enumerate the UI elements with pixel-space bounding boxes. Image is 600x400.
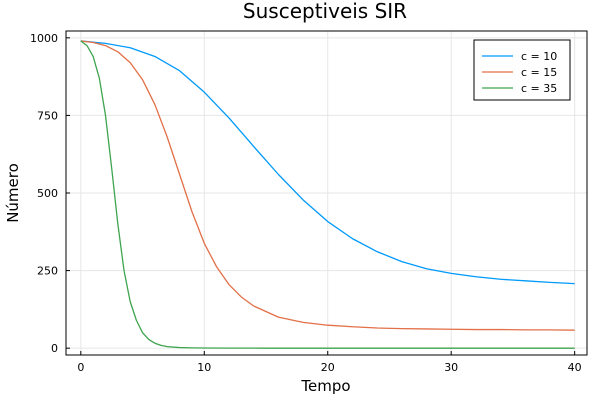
y-axis-label: Número: [4, 163, 22, 223]
x-tick-label: 0: [77, 361, 84, 374]
x-tick-label: 10: [197, 361, 211, 374]
y-tick-label: 250: [37, 265, 58, 278]
x-tick-label: 40: [568, 361, 582, 374]
x-tick-label: 30: [444, 361, 458, 374]
legend: c = 10 c = 15 c = 35: [473, 39, 571, 101]
legend-label: c = 35: [521, 82, 557, 95]
x-axis-label: Tempo: [300, 377, 350, 395]
legend-label: c = 15: [521, 66, 557, 79]
x-tick-label: 20: [321, 361, 335, 374]
y-tick-label: 1000: [30, 32, 58, 45]
series-group: [80, 40, 575, 349]
legend-box: [473, 39, 571, 101]
legend-label: c = 10: [521, 50, 557, 63]
axis-ticks: 0 10 20 30 40 0 250 500 750 1000: [30, 32, 582, 374]
series-line-c-35: [80, 40, 575, 349]
series-line-c-10: [80, 40, 575, 285]
y-tick-label: 0: [51, 342, 58, 355]
chart-title: Susceptiveis SIR: [243, 0, 407, 23]
y-tick-label: 500: [37, 187, 58, 200]
series-line-c-15: [80, 40, 575, 331]
y-tick-label: 750: [37, 109, 58, 122]
